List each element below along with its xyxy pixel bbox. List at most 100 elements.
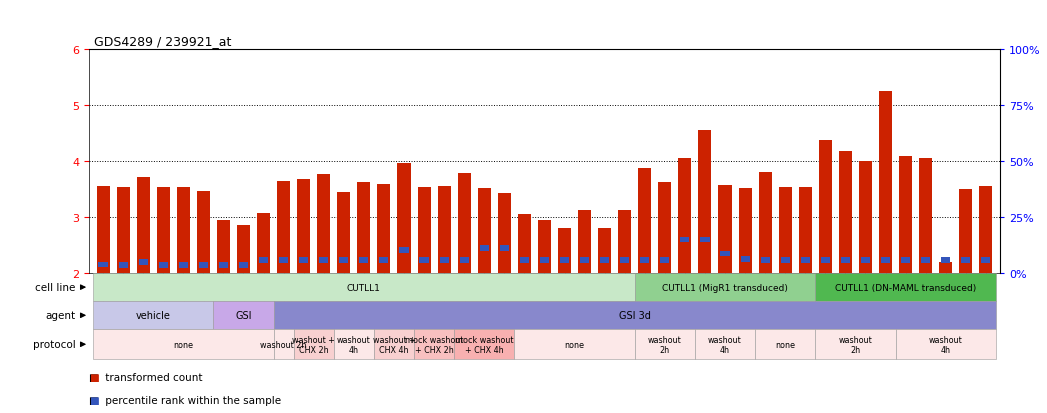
Bar — [118, 263, 128, 268]
Bar — [720, 251, 730, 256]
Bar — [480, 245, 489, 251]
Bar — [801, 258, 809, 263]
Bar — [460, 258, 469, 263]
Bar — [659, 183, 671, 273]
Bar — [197, 191, 209, 273]
Bar — [819, 140, 832, 273]
Bar — [879, 92, 892, 273]
Bar — [438, 187, 450, 273]
Bar — [781, 258, 789, 263]
Bar — [337, 192, 351, 273]
Bar — [157, 187, 170, 273]
Bar — [199, 263, 208, 268]
Bar — [919, 159, 932, 273]
Bar — [979, 187, 993, 273]
Bar — [96, 187, 110, 273]
Bar — [939, 262, 952, 273]
Bar — [399, 248, 408, 253]
Text: vehicle: vehicle — [136, 311, 171, 320]
Bar — [214, 301, 273, 330]
Bar — [518, 215, 531, 273]
Bar — [98, 262, 108, 268]
Text: GSI: GSI — [236, 311, 251, 320]
Bar — [237, 226, 250, 273]
Text: washout
2h: washout 2h — [648, 335, 682, 354]
Bar — [499, 245, 509, 251]
Bar — [881, 258, 890, 263]
Bar — [695, 330, 755, 359]
Text: CUTLL1 (MigR1 transduced): CUTLL1 (MigR1 transduced) — [662, 283, 788, 292]
Bar — [981, 258, 990, 263]
Text: washout
2h: washout 2h — [839, 335, 872, 354]
Bar — [700, 237, 710, 242]
Text: GDS4289 / 239921_at: GDS4289 / 239921_at — [94, 35, 231, 47]
Bar — [219, 263, 228, 268]
Bar — [598, 229, 611, 273]
Bar — [273, 330, 293, 359]
Bar — [600, 258, 609, 263]
Bar — [257, 214, 270, 273]
Bar — [377, 185, 391, 273]
Bar — [560, 258, 570, 263]
Bar — [620, 258, 629, 263]
Text: washout +
CHX 4h: washout + CHX 4h — [373, 335, 416, 354]
Bar — [618, 211, 631, 273]
Bar — [841, 258, 850, 263]
Bar — [899, 157, 912, 273]
Bar — [578, 211, 592, 273]
Bar — [821, 258, 830, 263]
Bar — [334, 330, 374, 359]
Bar — [678, 159, 691, 273]
Bar — [861, 258, 870, 263]
Text: none: none — [775, 340, 796, 349]
Bar — [477, 188, 491, 273]
Bar — [740, 256, 750, 262]
Text: CUTLL1 (DN-MAML transduced): CUTLL1 (DN-MAML transduced) — [834, 283, 976, 292]
Bar — [640, 258, 649, 263]
Bar — [317, 174, 330, 273]
Bar — [760, 258, 770, 263]
Bar — [420, 258, 428, 263]
Bar — [755, 330, 816, 359]
Bar — [859, 161, 872, 273]
Bar — [959, 190, 973, 273]
Bar — [138, 259, 148, 265]
Text: none: none — [564, 340, 584, 349]
Bar — [558, 229, 571, 273]
Text: ■  transformed count: ■ transformed count — [89, 372, 202, 382]
Bar — [398, 163, 410, 273]
Bar — [359, 258, 369, 263]
Bar — [698, 131, 712, 273]
Bar — [514, 330, 634, 359]
Bar — [239, 263, 248, 268]
Bar — [277, 181, 290, 273]
Bar — [93, 330, 273, 359]
Bar — [116, 188, 130, 273]
Bar — [634, 330, 695, 359]
Bar — [779, 188, 792, 273]
Bar — [217, 220, 230, 273]
Bar — [921, 258, 930, 263]
Text: washout
4h: washout 4h — [929, 335, 962, 354]
Text: CUTLL1: CUTLL1 — [347, 283, 381, 292]
Bar — [540, 258, 549, 263]
Bar — [418, 188, 430, 273]
Bar — [738, 188, 752, 273]
Text: washout
4h: washout 4h — [708, 335, 742, 354]
Text: washout
4h: washout 4h — [337, 335, 371, 354]
Bar — [759, 173, 772, 273]
Text: washout +
CHX 2h: washout + CHX 2h — [292, 335, 335, 354]
Bar — [661, 258, 669, 263]
Bar — [379, 258, 388, 263]
Bar — [538, 220, 551, 273]
Bar — [357, 182, 371, 273]
Text: protocol: protocol — [32, 339, 75, 349]
Bar — [374, 330, 414, 359]
Bar — [580, 258, 589, 263]
Bar — [93, 273, 634, 301]
Bar — [179, 263, 187, 268]
Bar — [816, 273, 996, 301]
Bar — [681, 237, 690, 242]
Bar — [319, 258, 329, 263]
Bar — [718, 185, 732, 273]
